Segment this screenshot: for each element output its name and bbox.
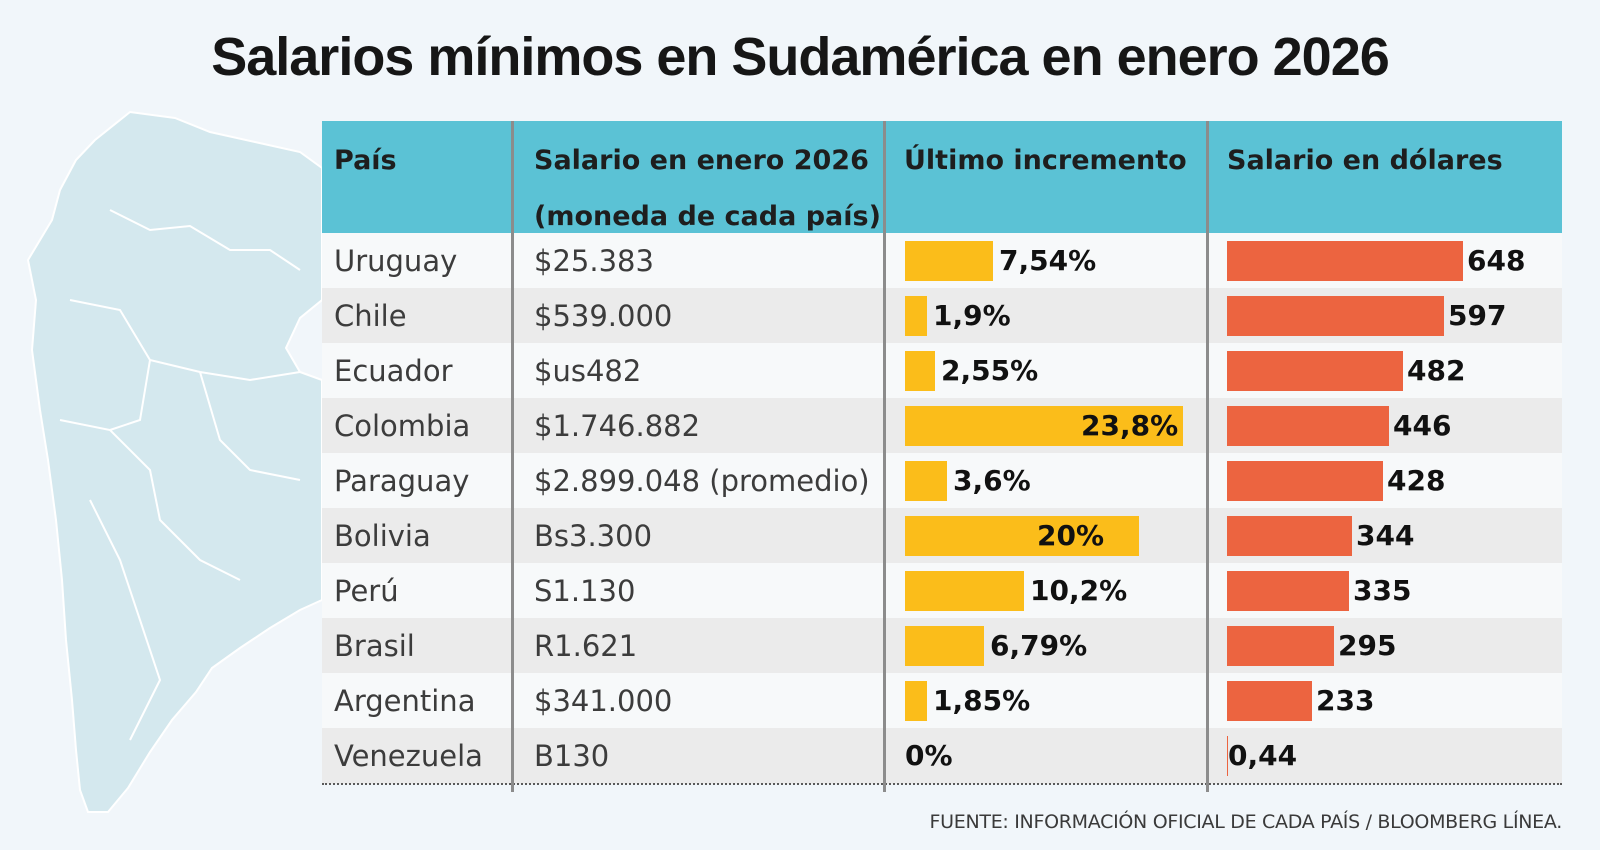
usd-bar: [1227, 406, 1389, 446]
chart-title: Salarios mínimos en Sudamérica en enero …: [211, 27, 1390, 87]
header-country: País: [334, 145, 397, 176]
usd-bar: [1227, 516, 1352, 556]
country-cell: Venezuela: [334, 739, 483, 773]
salary-cell: Bs3.300: [534, 519, 653, 553]
table-row: Paraguay $2.899.048 (promedio) 3,6% 428: [322, 453, 1562, 510]
country-cell: Argentina: [334, 684, 476, 718]
country-cell: Paraguay: [334, 464, 470, 498]
increase-bar: [905, 516, 1139, 556]
usd-bar: [1227, 736, 1228, 776]
usd-bar: [1227, 461, 1383, 501]
salary-cell: S1.130: [534, 574, 636, 608]
usd-value-label: 344: [1356, 519, 1415, 552]
country-cell: Uruguay: [334, 244, 458, 278]
salary-cell: R1.621: [534, 629, 638, 663]
increase-value-label: 10,2%: [1030, 574, 1128, 607]
increase-value-label: 3,6%: [953, 464, 1031, 497]
header-usd: Salario en dólares: [1227, 145, 1503, 176]
source-note: FUENTE: INFORMACIÓN OFICIAL DE CADA PAÍS…: [929, 811, 1563, 833]
country-cell: Colombia: [334, 409, 471, 443]
usd-bar: [1227, 571, 1349, 611]
table-row: Ecuador $us482 2,55% 482: [322, 343, 1562, 400]
increase-value-label: 7,54%: [999, 244, 1097, 277]
increase-value-label: 1,85%: [933, 684, 1031, 717]
increase-value-label: 1,9%: [933, 299, 1011, 332]
header-salary-line1: Salario en enero 2026: [534, 145, 869, 176]
usd-value-label: 0,44: [1228, 739, 1298, 772]
usd-bar: [1227, 351, 1403, 391]
increase-bar: [905, 406, 1183, 446]
table-row: Venezuela B130 0% 0,44: [322, 728, 1562, 785]
salary-cell: $2.899.048 (promedio): [534, 464, 870, 498]
increase-value-label: 2,55%: [941, 354, 1039, 387]
row-separator: [322, 783, 1562, 785]
country-cell: Chile: [334, 299, 407, 333]
column-divider: [511, 121, 514, 792]
table-row: Perú S1.130 10,2% 335: [322, 563, 1562, 620]
table-row: Bolivia Bs3.300 20% 344: [322, 508, 1562, 565]
increase-bar: [905, 571, 1024, 611]
column-divider: [883, 121, 886, 792]
increase-value-label: 23,8%: [1081, 409, 1179, 442]
increase-bar: [905, 351, 935, 391]
country-cell: Ecuador: [334, 354, 453, 388]
country-cell: Brasil: [334, 629, 415, 663]
increase-bar: [905, 296, 927, 336]
increase-bar: [905, 681, 927, 721]
usd-value-label: 335: [1353, 574, 1412, 607]
map-borders: [59, 209, 301, 741]
increase-bar: [905, 241, 993, 281]
salary-cell: B130: [534, 739, 610, 773]
salary-cell: $539.000: [534, 299, 673, 333]
usd-value-label: 446: [1393, 409, 1452, 442]
header-salary-line2: (moneda de cada país): [534, 201, 881, 232]
increase-bar: [905, 461, 947, 501]
table-row: Chile $539.000 1,9% 597: [322, 288, 1562, 345]
usd-bar: [1227, 681, 1312, 721]
header-increase: Último incremento: [904, 145, 1187, 176]
header-salary: Salario en enero 2026 (moneda de cada pa…: [534, 133, 881, 245]
usd-value-label: 648: [1467, 244, 1526, 277]
map-continent-shape: [26, 110, 323, 813]
increase-value-label: 0%: [905, 739, 953, 772]
country-cell: Perú: [334, 574, 399, 608]
table-row: Argentina $341.000 1,85% 233: [322, 673, 1562, 730]
increase-value-label: 6,79%: [990, 629, 1088, 662]
country-cell: Bolivia: [334, 519, 431, 553]
usd-value-label: 233: [1316, 684, 1375, 717]
table-row: Colombia $1.746.882 23,8% 446: [322, 398, 1562, 455]
column-divider: [1206, 121, 1209, 792]
increase-value-label: 20%: [1037, 519, 1105, 552]
usd-value-label: 428: [1387, 464, 1446, 497]
salary-cell: $25.383: [534, 244, 654, 278]
salary-cell: $us482: [534, 354, 642, 388]
salary-cell: $341.000: [534, 684, 673, 718]
usd-value-label: 482: [1407, 354, 1466, 387]
usd-value-label: 597: [1448, 299, 1507, 332]
salary-table: País Salario en enero 2026 (moneda de ca…: [322, 121, 1562, 792]
usd-value-label: 295: [1338, 629, 1397, 662]
increase-bar: [905, 626, 984, 666]
table-row: Uruguay $25.383 7,54% 648: [322, 233, 1562, 290]
table-row: Brasil R1.621 6,79% 295: [322, 618, 1562, 675]
usd-bar: [1227, 296, 1444, 336]
salary-cell: $1.746.882: [534, 409, 701, 443]
usd-bar: [1227, 626, 1334, 666]
usd-bar: [1227, 241, 1463, 281]
table-header: País Salario en enero 2026 (moneda de ca…: [322, 121, 1562, 233]
